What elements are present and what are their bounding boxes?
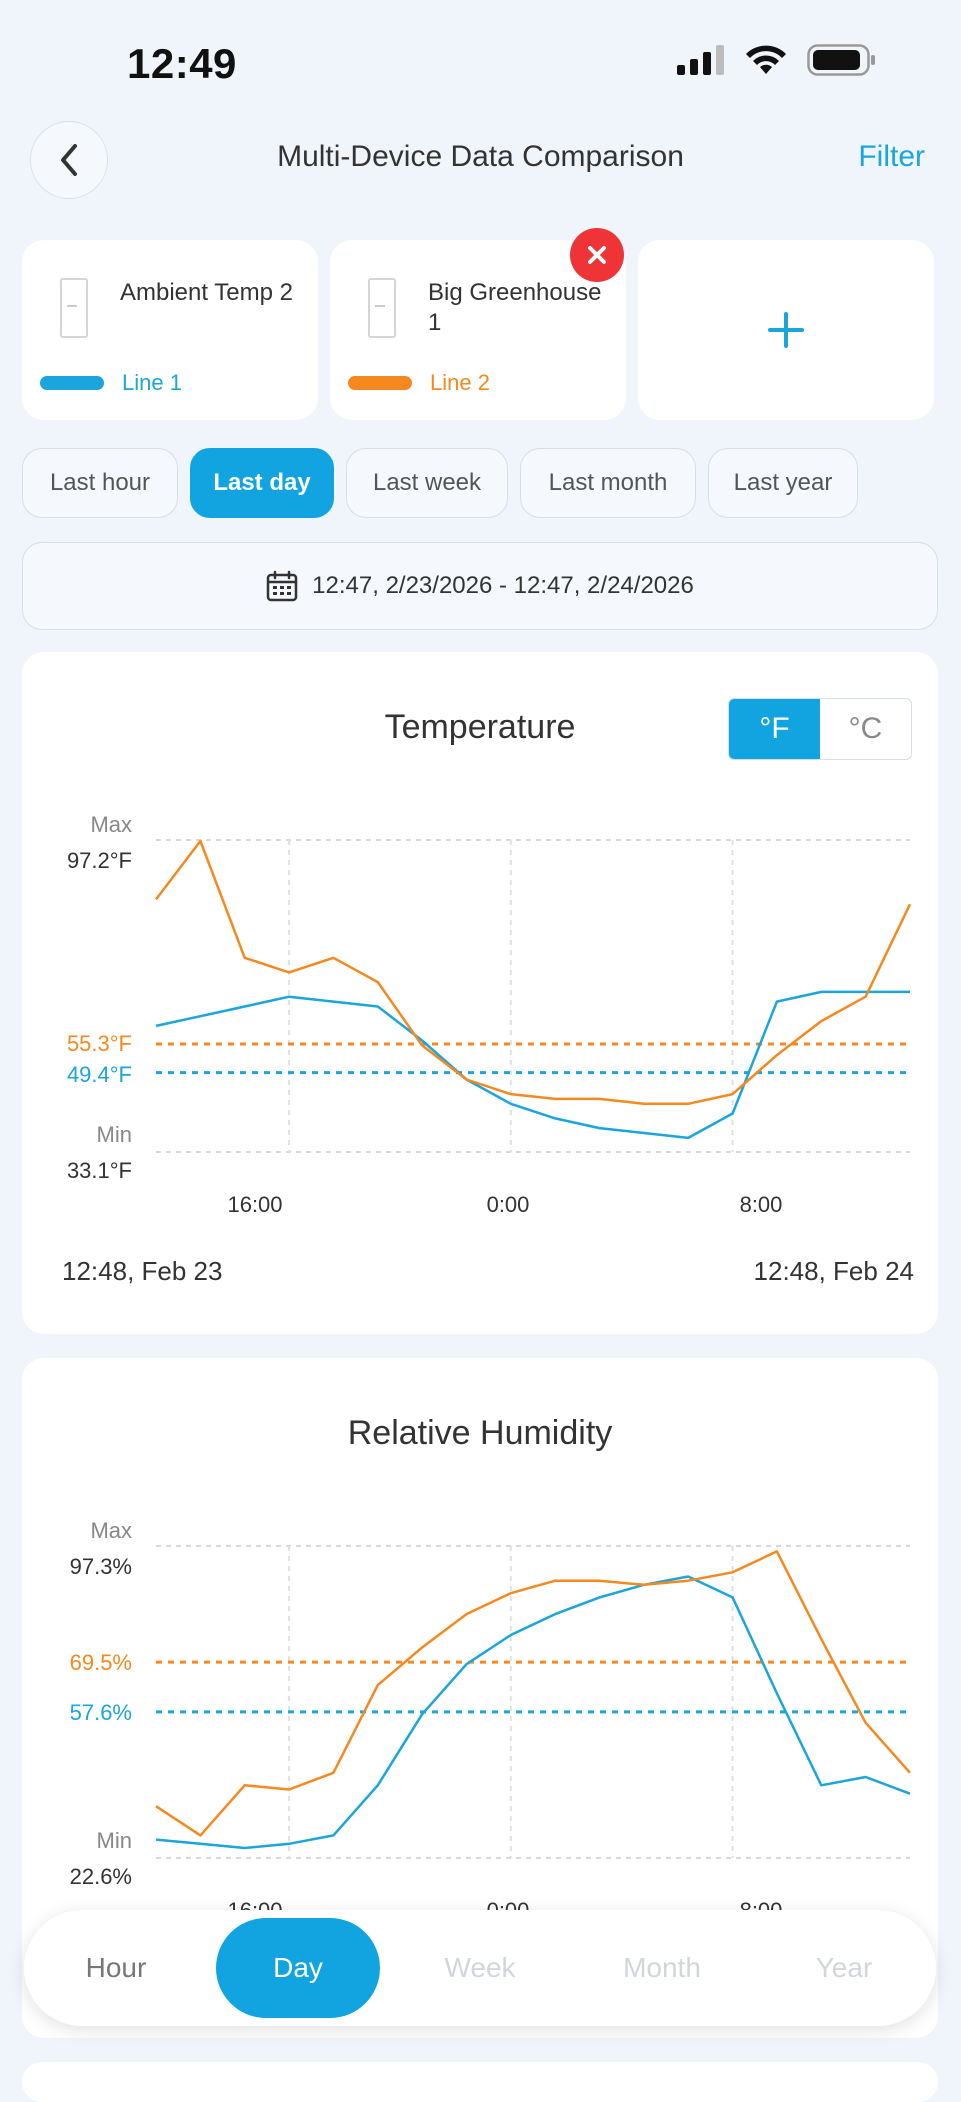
series-line: [155, 839, 912, 1106]
humidity-chart: Max 97.3% Min 22.6% 69.5% 57.6% 16:00 0:…: [70, 1518, 911, 1923]
min-value: 22.6%: [70, 1864, 132, 1889]
page-title: Multi-Device Data Comparison: [277, 140, 684, 173]
series-line: [155, 1550, 911, 1837]
range-tab-last-day[interactable]: Last day: [190, 448, 334, 518]
min-value: 33.1°F: [67, 1158, 132, 1183]
line-color-swatch: [348, 376, 412, 390]
min-label: Min: [97, 1828, 132, 1853]
wifi-icon: [746, 45, 786, 74]
bottom-period-tabs: Hour Day Week Month Year: [24, 1910, 936, 2026]
chart-title: Relative Humidity: [347, 1414, 613, 1452]
series-line: [155, 990, 910, 1140]
bottom-tab-month[interactable]: Month: [623, 1952, 701, 1983]
line-color-swatch: [40, 376, 104, 390]
date-range-selector[interactable]: 12:47, 2/23/2026 - 12:47, 2/24/2026: [22, 542, 938, 630]
bottom-tab-year[interactable]: Year: [815, 1952, 873, 1983]
device-card-line-1[interactable]: Ambient Temp 2 Line 1: [22, 240, 318, 420]
device-icon: [368, 278, 396, 338]
x-tick-label: 16:00: [227, 1192, 282, 1217]
cellular-signal-icon: [677, 45, 724, 75]
max-value: 97.3%: [70, 1554, 132, 1579]
min-label: Min: [97, 1122, 132, 1147]
chart-start-time: 12:48, Feb 23: [62, 1256, 223, 1286]
bottom-tab-hour[interactable]: Hour: [85, 1952, 147, 1983]
header: Multi-Device Data Comparison Filter: [0, 110, 961, 210]
next-chart-card: [22, 2062, 938, 2102]
temperature-chart: Max 97.2°F Min 33.1°F 55.3°F 49.4°F 16:0…: [67, 812, 912, 1217]
unit-celsius-button[interactable]: °C: [848, 712, 883, 745]
chart-title: Temperature: [384, 708, 576, 746]
calendar-icon: [266, 570, 298, 602]
average-line-1-label: 57.6%: [70, 1700, 132, 1725]
date-range-text: 12:47, 2/23/2026 - 12:47, 2/24/2026: [312, 572, 694, 599]
unit-fahrenheit-button[interactable]: °F: [729, 699, 820, 759]
temperature-unit-toggle: °F °C: [728, 698, 912, 760]
chevron-left-icon: [61, 144, 77, 176]
max-label: Max: [90, 812, 132, 837]
range-tab-last-month[interactable]: Last month: [520, 448, 696, 518]
range-tab-last-hour[interactable]: Last hour: [22, 448, 178, 518]
remove-device-button[interactable]: [570, 228, 624, 282]
average-line-2-label: 55.3°F: [67, 1031, 132, 1056]
close-icon: [588, 246, 606, 264]
x-tick-label: 0:00: [487, 1192, 530, 1217]
battery-icon: [807, 44, 875, 76]
plus-icon: [768, 312, 804, 348]
chart-end-time: 12:48, Feb 24: [753, 1256, 914, 1286]
average-line-2-label: 69.5%: [70, 1650, 132, 1675]
line-label: Line 1: [122, 370, 182, 395]
back-button[interactable]: [30, 121, 108, 199]
status-icons: [677, 44, 877, 76]
status-time: 12:49: [127, 40, 237, 87]
device-icon: [60, 278, 88, 338]
line-label: Line 2: [430, 370, 490, 395]
filter-button[interactable]: Filter: [858, 140, 925, 173]
bottom-tab-week[interactable]: Week: [444, 1952, 516, 1983]
x-tick-label: 8:00: [740, 1192, 783, 1217]
max-value: 97.2°F: [67, 848, 132, 873]
max-label: Max: [90, 1518, 132, 1543]
status-bar: 12:49: [0, 0, 961, 110]
temperature-chart-card: Temperature °F °C Max 97.2°F Min 33.1°F …: [22, 652, 938, 1334]
bottom-tab-day[interactable]: Day: [216, 1918, 380, 2018]
series-line: [155, 1575, 911, 1850]
add-device-button[interactable]: [638, 240, 934, 420]
range-tab-last-year[interactable]: Last year: [708, 448, 858, 518]
device-name: Ambient Temp 2: [120, 279, 293, 306]
range-tab-last-week[interactable]: Last week: [346, 448, 508, 518]
average-line-1-label: 49.4°F: [67, 1062, 132, 1087]
device-name: Big Greenhouse 1: [428, 279, 602, 336]
